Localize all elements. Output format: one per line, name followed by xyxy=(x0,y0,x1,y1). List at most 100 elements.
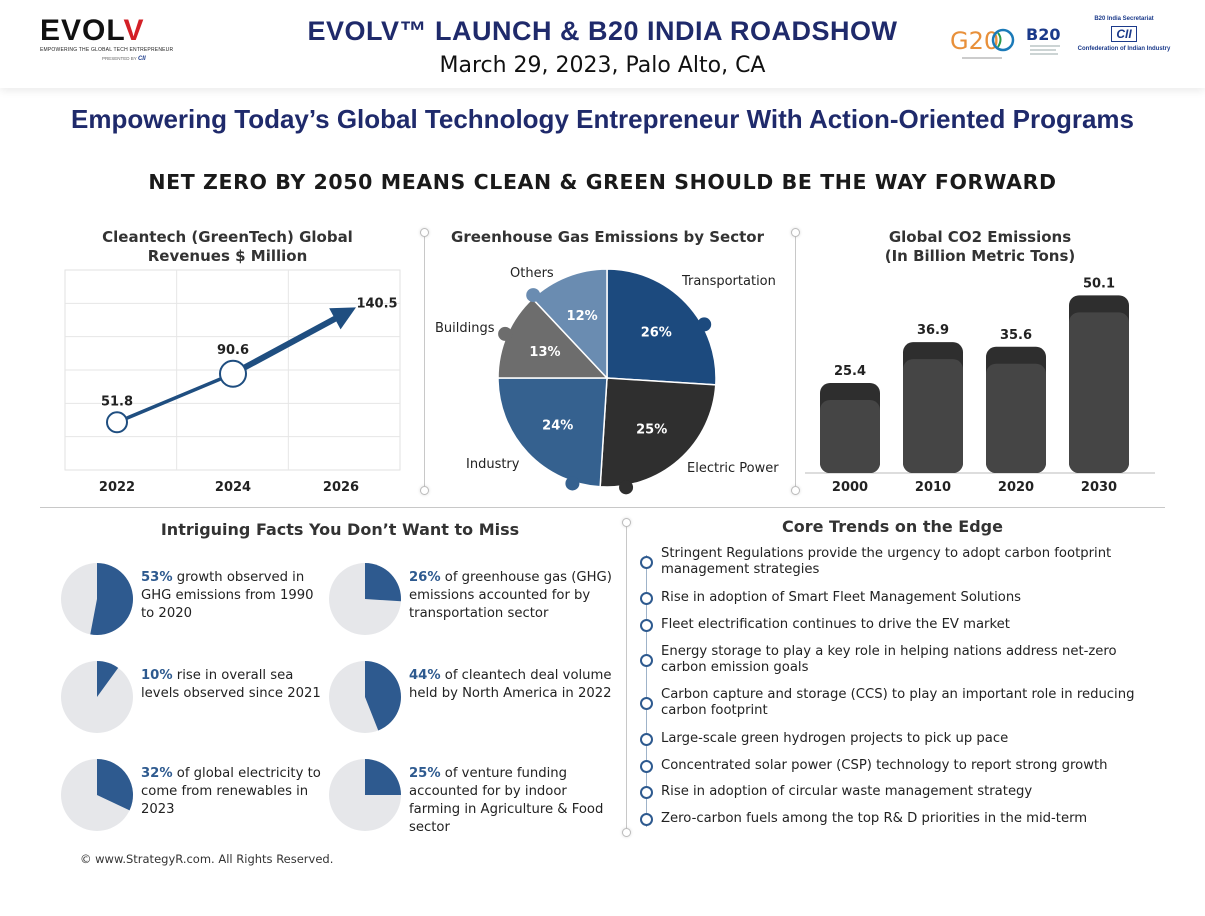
cii-name: Confederation of Indian Industry xyxy=(1077,46,1171,52)
trend-item: Rise in adoption of circular waste manag… xyxy=(640,784,1140,818)
cii-mark: CII xyxy=(1111,26,1137,42)
pie-pct-label: 25% xyxy=(636,423,667,438)
co2-chart-title-line2: (In Billion Metric Tons) xyxy=(884,247,1076,265)
fact-pie-slice xyxy=(365,661,401,731)
fact-text: 44% of cleantech deal volume held by Nor… xyxy=(409,667,618,703)
revenue-chart-title: Cleantech (GreenTech) Global Revenues $ … xyxy=(60,228,395,266)
co2-x-tick: 2000 xyxy=(832,480,868,495)
divider-3-bottom-dot xyxy=(622,828,631,837)
fact-body: of greenhouse gas (GHG) emissions accoun… xyxy=(409,570,612,621)
trend-bullet-icon xyxy=(640,619,653,632)
brand-tagline: EMPOWERING THE GLOBAL TECH ENTREPRENEUR xyxy=(40,47,174,53)
fact-highlight: 44% xyxy=(409,668,441,683)
fact-text: 10% rise in overall sea levels observed … xyxy=(141,667,322,703)
fact-pie-icon xyxy=(61,661,133,733)
line-point xyxy=(219,359,247,388)
pie-slice xyxy=(497,377,608,488)
fact-body: of cleantech deal volume held by North A… xyxy=(409,668,612,701)
line-data-label: 90.6 xyxy=(217,343,249,358)
pie-slice-label: Industry xyxy=(466,457,520,472)
trend-bullet-icon xyxy=(640,786,653,799)
evolv-logo: EVOLV EMPOWERING THE GLOBAL TECH ENTREPR… xyxy=(40,14,174,66)
fact-highlight: 25% xyxy=(409,766,441,781)
fact-pie-icon xyxy=(61,563,133,635)
pie-pct-label: 12% xyxy=(567,309,598,324)
trend-text: Rise in adoption of Smart Fleet Manageme… xyxy=(661,590,1022,605)
line-data-label: 51.8 xyxy=(101,394,133,409)
g20-logo-text: G20 xyxy=(950,27,999,55)
fact-pie-slice xyxy=(97,759,133,811)
trend-bullet-icon xyxy=(640,813,653,826)
fact-pie-slice xyxy=(90,563,133,635)
trend-bullet-icon xyxy=(640,697,653,710)
fact-pie-icon xyxy=(329,661,401,733)
cii-logo: B20 India Secretariat CII Confederation … xyxy=(1074,16,1174,66)
co2-bar-front xyxy=(1069,312,1129,473)
trend-item: Fleet electrification continues to drive… xyxy=(640,617,1140,651)
trend-text: Concentrated solar power (CSP) technolog… xyxy=(661,758,1108,773)
divider-3-top-dot xyxy=(622,518,631,527)
line-arrow-shaft xyxy=(231,313,342,377)
copyright: © www.StrategyR.com. All Rights Reserved… xyxy=(80,852,334,866)
cii-secretariat: B20 India Secretariat xyxy=(1094,16,1154,22)
trend-bullet-icon xyxy=(640,556,653,569)
revenue-chart-title-line1: Cleantech (GreenTech) Global xyxy=(102,228,353,246)
co2-bar-front xyxy=(903,359,963,473)
fact-pie-slice xyxy=(97,661,119,697)
pie-slice-marker xyxy=(697,317,712,332)
co2-x-tick: 2030 xyxy=(1081,480,1117,495)
trend-item: Rise in adoption of Smart Fleet Manageme… xyxy=(640,590,1140,624)
line-point xyxy=(106,411,128,434)
line-data-label: 140.5 xyxy=(356,296,397,311)
fact-item: 32% of global electricity to come from r… xyxy=(60,758,322,832)
revenue-line-chart: 51.8 90.6 140.5 2022 2024 2026 xyxy=(64,269,401,495)
divider-2 xyxy=(795,232,796,490)
fact-body: rise in overall sea levels observed sinc… xyxy=(141,668,321,701)
trend-bullet-icon xyxy=(640,592,653,605)
co2-x-tick: 2010 xyxy=(915,480,951,495)
facts-title: Intriguing Facts You Don’t Want to Miss xyxy=(160,520,520,539)
header-bar: EVOLV EMPOWERING THE GLOBAL TECH ENTREPR… xyxy=(0,0,1205,88)
pie-pct-label: 26% xyxy=(641,326,672,341)
line-arrow-head xyxy=(329,307,356,330)
divider-3 xyxy=(626,522,627,832)
fact-text: 26% of greenhouse gas (GHG) emissions ac… xyxy=(409,569,618,623)
line-x-tick: 2022 xyxy=(99,480,135,495)
trend-item: Carbon capture and storage (CCS) to play… xyxy=(640,687,1140,721)
fact-pie-slice xyxy=(365,563,401,602)
fact-pie-icon xyxy=(329,563,401,635)
co2-bar-value: 35.6 xyxy=(1000,328,1032,343)
trend-text: Energy storage to play a key role in hel… xyxy=(661,644,1117,675)
revenue-chart-title-line2: Revenues $ Million xyxy=(147,247,308,265)
brand-word: EVOL xyxy=(40,14,124,47)
co2-chart-title-line1: Global CO2 Emissions xyxy=(888,228,1072,246)
trend-bullet-icon xyxy=(640,760,653,773)
trend-text: Large-scale green hydrogen projects to p… xyxy=(661,731,1009,746)
pie-slice-label: Others xyxy=(510,266,554,281)
b20-logo: B20 xyxy=(1026,25,1060,55)
trend-text: Carbon capture and storage (CCS) to play… xyxy=(661,687,1135,718)
pie-slice-marker xyxy=(498,326,513,341)
b20-logo-text: B20 xyxy=(1026,25,1060,44)
pie-slice-marker xyxy=(526,288,541,303)
ghg-pie-chart: 26% Transportation 25% Electric Power 24% Ind… xyxy=(435,266,779,495)
divider-2-bottom-dot xyxy=(791,486,800,495)
trend-text: Fleet electrification continues to drive… xyxy=(661,617,1010,632)
brand-word-accent: V xyxy=(123,14,145,47)
co2-x-tick: 2020 xyxy=(998,480,1034,495)
trend-text: Zero-carbon fuels among the top R& D pri… xyxy=(661,811,1088,826)
trend-item: Energy storage to play a key role in hel… xyxy=(640,644,1140,678)
fact-text: 53% growth observed in GHG emissions fro… xyxy=(141,569,322,623)
trend-item: Stringent Regulations provide the urgenc… xyxy=(640,546,1140,580)
trend-bullet-icon xyxy=(640,654,653,667)
fact-highlight: 10% xyxy=(141,668,173,683)
fact-item: 25% of venture funding accounted for by … xyxy=(328,758,618,835)
pie-slice-marker xyxy=(565,476,580,491)
fact-body: growth observed in GHG emissions from 19… xyxy=(141,570,314,621)
trend-item: Large-scale green hydrogen projects to p… xyxy=(640,731,1140,765)
pie-slice xyxy=(599,377,717,488)
trends-title: Core Trends on the Edge xyxy=(782,517,1003,536)
trend-text: Rise in adoption of circular waste manag… xyxy=(661,784,1033,799)
line-segment xyxy=(116,372,234,424)
fact-item: 53% growth observed in GHG emissions fro… xyxy=(60,562,322,636)
